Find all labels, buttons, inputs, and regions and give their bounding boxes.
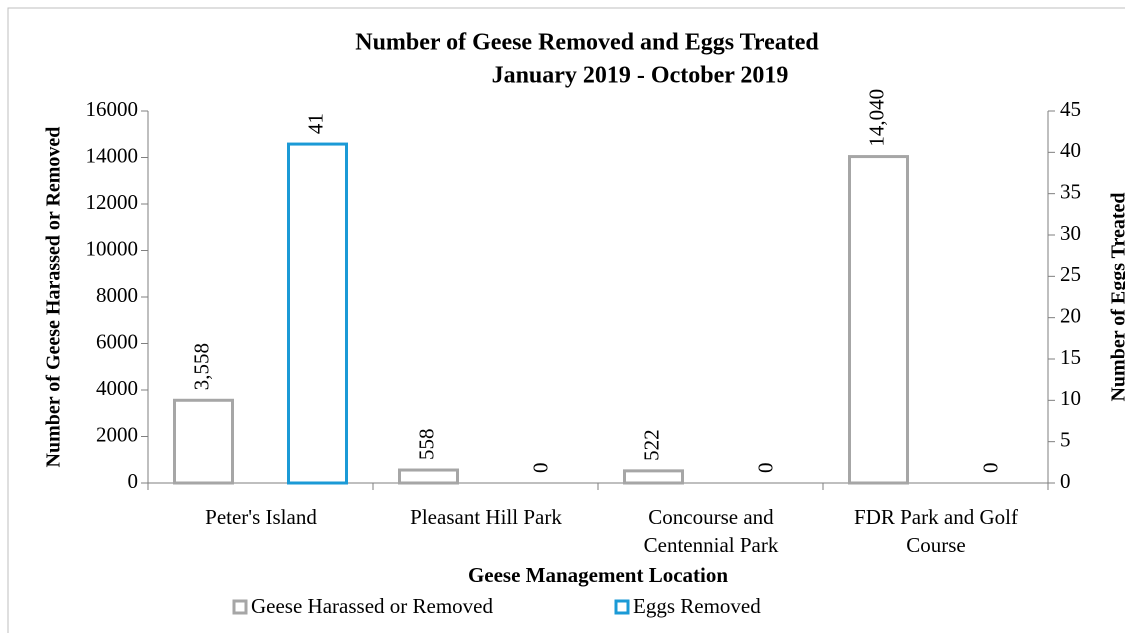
bar [173,398,234,485]
y2-axis-label: Number of Eggs Treated [1108,192,1125,401]
bar [287,142,348,485]
legend-label: Eggs Removed [633,594,761,618]
y2-tick-label: 45 [1060,97,1081,121]
value-label: 3,558 [189,343,213,390]
bar [398,468,459,485]
chart-frame [7,7,1125,633]
y-tick-label: 4000 [96,376,138,400]
value-label: 14,040 [864,89,888,147]
y2-tick-label: 35 [1060,179,1081,203]
y-tick-label: 16000 [86,97,139,121]
y-tick-label: 6000 [96,329,138,353]
value-label: 558 [414,429,438,461]
y-axis-label: Number of Geese Harassed or Removed [43,127,65,468]
legend-swatch [614,599,630,615]
value-label: 522 [639,429,663,461]
y2-tick-label: 10 [1060,386,1081,410]
y2-tick-label: 40 [1060,138,1081,162]
bar [848,155,909,485]
x-axis-label: Geese Management Location [468,563,728,587]
y-tick-label: 12000 [86,190,139,214]
y2-tick-label: 15 [1060,345,1081,369]
value-label: 41 [303,113,327,134]
legend-label: Geese Harassed or Removed [251,594,493,618]
value-label: 0 [753,463,777,474]
y-tick-label: 8000 [96,283,138,307]
y-tick-label: 10000 [86,236,139,260]
legend-swatch [232,599,248,615]
y2-tick-label: 25 [1060,262,1081,286]
value-label: 0 [978,463,1002,474]
y2-tick-label: 0 [1060,469,1071,493]
x-tick-label: Peter's Island [205,505,317,529]
chart-subtitle: January 2019 - October 2019 [492,63,789,89]
y-tick-label: 0 [128,469,139,493]
chart-title: Number of Geese Removed and Eggs Treated [355,30,819,56]
value-label: 0 [528,463,552,474]
y2-tick-label: 5 [1060,427,1071,451]
y-tick-label: 14000 [86,143,139,167]
x-tick-label: FDR Park and Golf Course [854,505,1018,557]
x-tick-label: Pleasant Hill Park [410,505,562,529]
bar [623,469,684,485]
y-tick-label: 2000 [96,422,138,446]
x-tick-label: Concourse and Centennial Park [643,505,779,557]
y2-tick-label: 20 [1060,303,1081,327]
y2-tick-label: 30 [1060,221,1081,245]
